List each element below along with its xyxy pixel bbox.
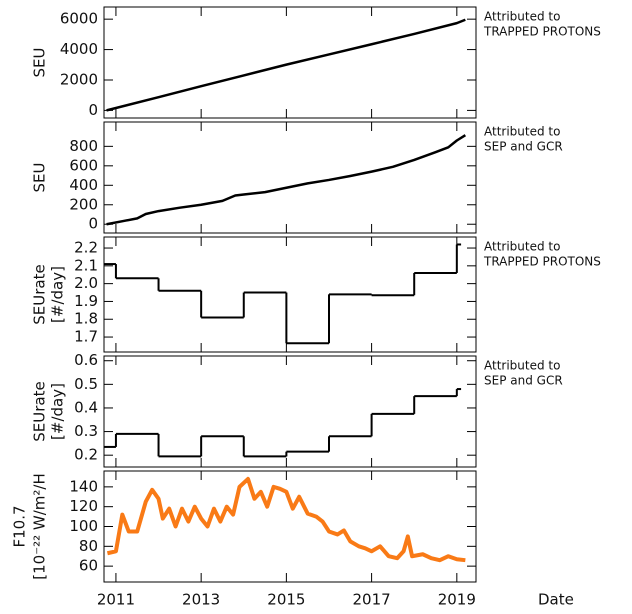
y-tick-label: 1.9 xyxy=(74,292,98,310)
annotation: Attributed to xyxy=(484,125,560,139)
x-tick-label: 2011 xyxy=(97,591,135,609)
y-tick-label: 800 xyxy=(69,137,98,155)
y-tick-label: 6000 xyxy=(60,10,98,28)
y-tick-label: 2.0 xyxy=(74,274,98,292)
data-line xyxy=(106,476,466,563)
y-tick-label: 0.5 xyxy=(74,375,98,393)
y-tick-label: 120 xyxy=(69,497,98,515)
y-tick-label: 0 xyxy=(88,101,98,119)
annotation: SEP and GCR xyxy=(484,140,563,154)
y-axis-label: SEUrate xyxy=(31,264,49,324)
x-tick-label: 2015 xyxy=(267,591,305,609)
y-axis-label: F10.7 xyxy=(11,505,29,547)
annotation: Attributed to xyxy=(484,240,560,254)
data-line xyxy=(106,18,466,112)
y-tick-label: 80 xyxy=(79,537,98,555)
y-tick-label: 0.4 xyxy=(74,398,98,416)
panel-frame xyxy=(103,470,477,583)
y-axis-label: SEUrate xyxy=(31,381,49,441)
y-tick-label: 0.6 xyxy=(74,351,98,369)
y-tick-label: 2.2 xyxy=(74,239,98,257)
x-tick-label: 2013 xyxy=(182,591,220,609)
panel-frame xyxy=(103,6,477,119)
y-tick-label: 200 xyxy=(69,195,98,213)
y-tick-label: 100 xyxy=(69,517,98,535)
y-axis-label: [#/day] xyxy=(49,383,67,440)
annotation: Attributed to xyxy=(484,359,560,373)
y-tick-label: 0 xyxy=(88,215,98,233)
panel-frame xyxy=(103,121,477,234)
y-tick-label: 0.2 xyxy=(74,446,98,464)
y-tick-label: 1.8 xyxy=(74,310,98,328)
y-tick-label: 2000 xyxy=(60,70,98,88)
annotation: Attributed to xyxy=(484,10,560,24)
panel-frame xyxy=(103,236,477,353)
y-tick-label: 600 xyxy=(69,156,98,174)
annotation: TRAPPED PROTONS xyxy=(483,255,601,269)
y-tick-label: 140 xyxy=(69,477,98,495)
x-tick-label: 2017 xyxy=(353,591,391,609)
y-axis-label: [#/day] xyxy=(49,266,67,323)
y-tick-label: 60 xyxy=(79,557,98,575)
y-axis-label: SEU xyxy=(31,163,49,193)
panel-frame xyxy=(103,355,477,468)
y-tick-label: 2.1 xyxy=(74,256,98,274)
y-axis-label: [10⁻²² W/m²/H xyxy=(31,473,49,580)
y-tick-label: 0.3 xyxy=(74,422,98,440)
y-axis-label: SEU xyxy=(31,48,49,78)
x-tick-label: 2019 xyxy=(438,591,476,609)
x-axis-label: Date xyxy=(538,591,574,609)
data-line xyxy=(106,134,467,226)
annotation: SEP and GCR xyxy=(484,374,563,388)
annotation: TRAPPED PROTONS xyxy=(483,25,601,39)
y-tick-label: 1.7 xyxy=(74,328,98,346)
y-tick-label: 400 xyxy=(69,176,98,194)
y-tick-label: 4000 xyxy=(60,40,98,58)
